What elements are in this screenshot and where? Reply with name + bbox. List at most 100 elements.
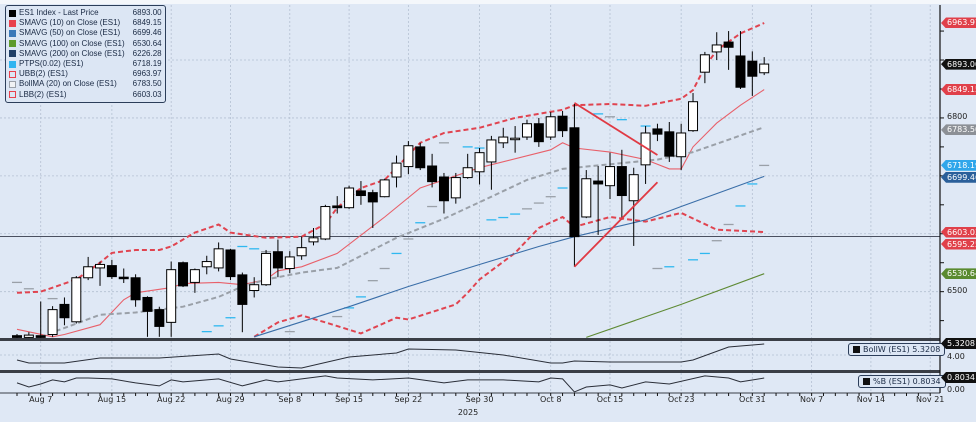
series-line bbox=[586, 273, 765, 338]
bollw-line bbox=[16, 343, 765, 369]
candle-body bbox=[557, 115, 568, 132]
legend-value: 6718.19 bbox=[132, 59, 162, 69]
candle-body bbox=[545, 116, 556, 138]
pctb-tick: 0.00 bbox=[947, 385, 965, 394]
bollw-legend-value: 5.3208 bbox=[912, 345, 941, 354]
plot-area bbox=[0, 22, 940, 338]
price-tag: 6893.00 bbox=[941, 58, 976, 70]
legend-value: 6783.50 bbox=[132, 79, 162, 89]
trend-line bbox=[573, 181, 659, 268]
x-tick-label: Sep 22 bbox=[394, 395, 423, 404]
legend-label: ES1 Index - Last Price bbox=[19, 8, 99, 17]
candle-body bbox=[284, 256, 295, 270]
legend-value: 6849.15 bbox=[132, 18, 162, 28]
candle-body bbox=[462, 167, 473, 179]
candle-body bbox=[427, 165, 438, 183]
legend-item: ES1 Index - Last Price 6893.00 bbox=[9, 8, 162, 18]
candle-body bbox=[391, 162, 402, 178]
legend-label: SMAVG (10) on Close (ES1) bbox=[19, 18, 121, 28]
candle-body bbox=[59, 303, 70, 319]
year-label: 2025 bbox=[457, 408, 479, 417]
candle-body bbox=[154, 309, 165, 327]
candle-body bbox=[237, 274, 248, 305]
candle-body bbox=[569, 127, 580, 238]
x-tick-label: Aug 15 bbox=[97, 395, 127, 404]
candle-body bbox=[249, 284, 260, 292]
legend-swatch bbox=[9, 60, 16, 68]
candle-body bbox=[320, 206, 331, 240]
candle-body bbox=[344, 187, 355, 209]
legend-label: SMAVG (200) on Close (ES1) bbox=[19, 48, 125, 58]
bollw-legend-label: BollW (ES1) bbox=[863, 345, 910, 354]
price-tag: 6849.15 bbox=[941, 83, 976, 95]
candle-body bbox=[118, 276, 129, 280]
y-tick-label: 6500 bbox=[947, 286, 968, 296]
x-tick-label: Aug 22 bbox=[157, 395, 186, 404]
candle-body bbox=[225, 249, 236, 278]
panel-divider bbox=[0, 338, 940, 341]
legend-item: SMAVG (200) on Close (ES1) 6226.28 bbox=[9, 49, 162, 59]
bollw-legend: BollW (ES1) 5.3208 bbox=[848, 343, 946, 356]
candle-body bbox=[474, 152, 485, 173]
series-line bbox=[16, 22, 765, 294]
candle-body bbox=[23, 334, 34, 338]
candle-body bbox=[723, 41, 734, 48]
legend-label: SMAVG (100) on Close (ES1) bbox=[19, 38, 125, 48]
price-tag: 6718.19 bbox=[941, 159, 976, 171]
candle-body bbox=[415, 146, 426, 169]
candle-body bbox=[35, 335, 46, 338]
candle-body bbox=[355, 190, 366, 197]
legend-item: BollMA (20) on Close (ES1) 6783.50 bbox=[9, 79, 162, 89]
price-tag: 6530.64 bbox=[941, 268, 976, 280]
candle-body bbox=[367, 192, 378, 203]
bollw-tick: 4.00 bbox=[947, 352, 965, 361]
x-tick-label: Aug 29 bbox=[216, 395, 245, 404]
legend-swatch bbox=[9, 40, 16, 48]
candle-body bbox=[47, 309, 58, 336]
x-tick-label: Nov 14 bbox=[856, 395, 886, 404]
series-line bbox=[253, 211, 765, 338]
x-tick-label: Sep 30 bbox=[465, 395, 494, 404]
pctb-swatch bbox=[863, 378, 870, 385]
candle-body bbox=[166, 269, 177, 323]
chart-legend: ES1 Index - Last Price 6893.00 SMAVG (10) … bbox=[5, 5, 166, 103]
pctb-legend-label: %B (ES1) bbox=[873, 377, 911, 386]
candle-body bbox=[213, 248, 224, 269]
candle-body bbox=[178, 262, 189, 287]
legend-item: LBB(2) (ES1) 6603.03 bbox=[9, 90, 162, 100]
candle-body bbox=[403, 145, 414, 168]
candle-body bbox=[71, 277, 82, 323]
candle-body bbox=[296, 247, 307, 257]
candle-body bbox=[261, 252, 272, 286]
legend-item: PTPS(0.02) (ES1) 6718.19 bbox=[9, 59, 162, 69]
candle-body bbox=[308, 237, 319, 243]
candle-body bbox=[142, 296, 153, 312]
legend-item: SMAVG (10) on Close (ES1) 6849.15 bbox=[9, 18, 162, 28]
candle-body bbox=[711, 44, 722, 53]
candle-body bbox=[498, 136, 509, 144]
legend-value: 6530.64 bbox=[132, 38, 162, 48]
candle-body bbox=[605, 166, 615, 187]
x-tick-label: Sep 8 bbox=[278, 395, 302, 404]
series-line bbox=[254, 175, 765, 338]
candle-body bbox=[616, 166, 627, 197]
candle-body bbox=[699, 54, 710, 73]
candle-body bbox=[12, 335, 22, 338]
price-tag: 6603.03 bbox=[941, 226, 976, 238]
candle-body bbox=[450, 177, 461, 199]
candle-body bbox=[735, 55, 746, 88]
legend-value: 6963.97 bbox=[132, 69, 162, 79]
legend-swatch bbox=[9, 81, 16, 89]
panel-divider bbox=[0, 370, 940, 373]
legend-item: SMAVG (50) on Close (ES1) 6699.46 bbox=[9, 28, 162, 38]
candle-body bbox=[521, 123, 532, 138]
x-tick-label: Oct 15 bbox=[596, 395, 624, 404]
legend-swatch bbox=[9, 50, 16, 58]
x-tick-label: Aug 7 bbox=[29, 395, 53, 404]
legend-swatch bbox=[9, 9, 16, 17]
candle-body bbox=[533, 123, 544, 143]
candle-body bbox=[688, 101, 699, 132]
legend-swatch bbox=[9, 19, 16, 27]
candle-body bbox=[640, 132, 651, 166]
candle-body bbox=[759, 63, 770, 74]
